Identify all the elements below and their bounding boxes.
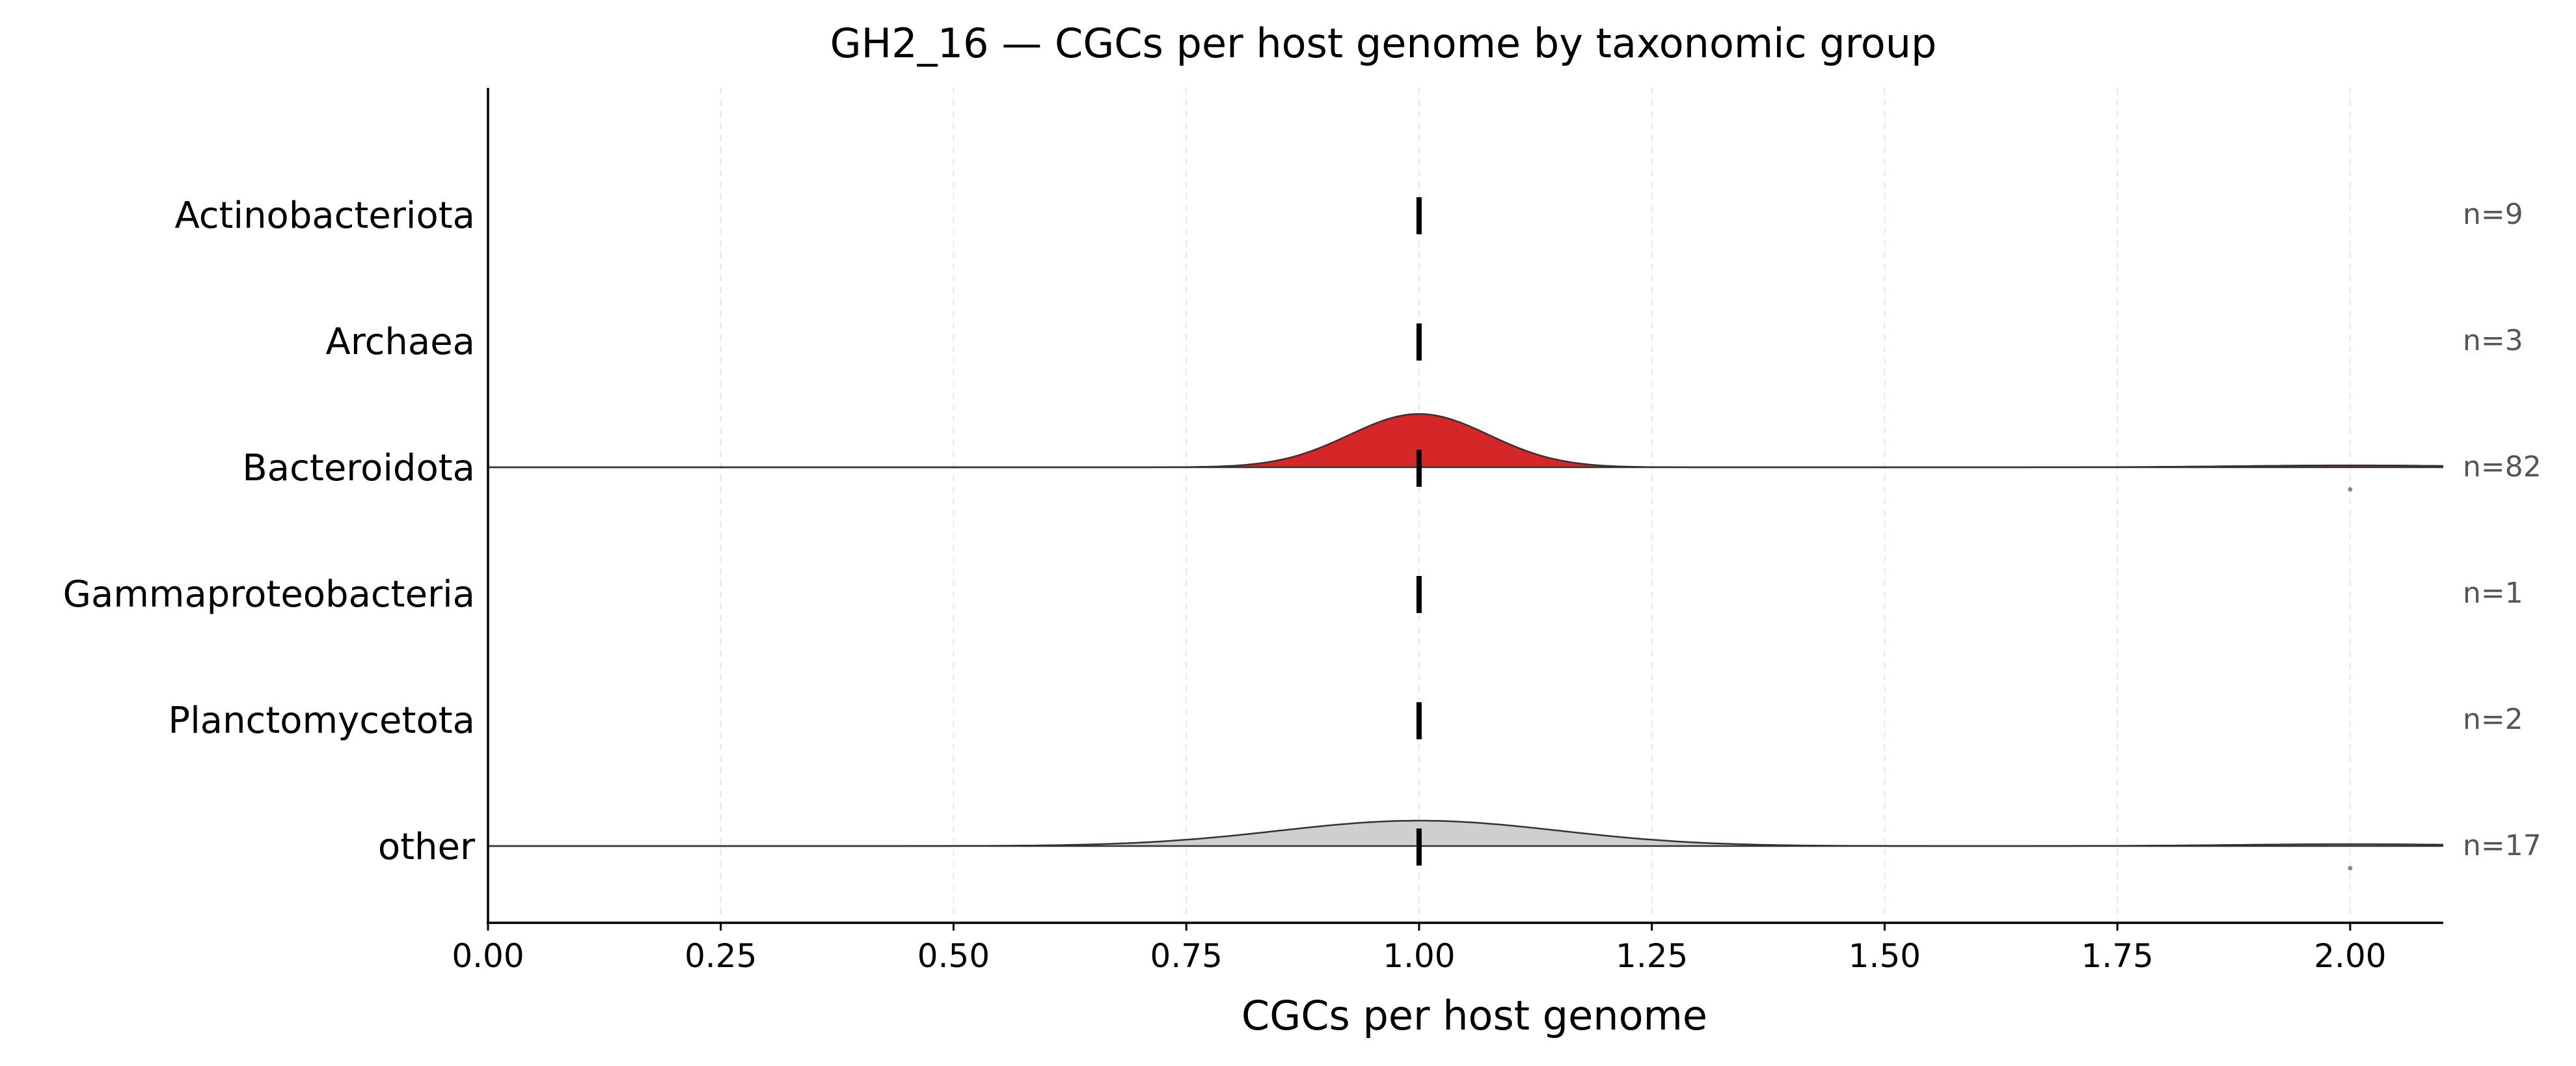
outlier-point — [2348, 487, 2353, 492]
y-tick-label: Bacteroidota — [242, 447, 475, 489]
x-tick-label: 0.75 — [1150, 937, 1223, 975]
n-count-label: n=3 — [2463, 324, 2523, 357]
chart-title: GH2_16 — CGCs per host genome by taxonom… — [830, 20, 1937, 67]
ridge-area — [488, 821, 2443, 846]
n-count-label: n=17 — [2463, 829, 2542, 862]
x-tick-label: 1.75 — [2081, 937, 2154, 975]
n-count-label: n=82 — [2463, 450, 2542, 484]
x-tick-label: 0.50 — [917, 937, 990, 975]
ridges — [488, 197, 2443, 871]
x-tick-label: 1.00 — [1383, 937, 1455, 975]
n-count-label: n=2 — [2463, 703, 2523, 736]
y-tick-label: Planctomycetota — [168, 700, 475, 742]
y-tick-labels: Actinobacteriota Archaea Bacteroidota Gamma… — [63, 195, 476, 868]
y-tick-label: Archaea — [326, 321, 475, 363]
x-axis-label: CGCs per host genome — [1241, 992, 1707, 1039]
n-count-label: n=1 — [2463, 577, 2523, 610]
y-tick-label: other — [378, 826, 476, 868]
x-tick-label: 1.25 — [1616, 937, 1688, 975]
x-tick-label: 0.25 — [685, 937, 757, 975]
y-tick-label: Actinobacteriota — [174, 195, 475, 237]
axes — [487, 88, 2443, 924]
x-tick-label: 1.50 — [1849, 937, 1921, 975]
x-tick-label: 0.00 — [452, 937, 524, 975]
n-count-label: n=9 — [2463, 198, 2523, 231]
outlier-point — [2348, 866, 2353, 871]
x-tick-label: 2.00 — [2314, 937, 2386, 975]
y-tick-label: Gammaproteobacteria — [63, 573, 475, 616]
x-ticks: 0.00 0.25 0.50 0.75 1.00 1.25 1.50 1.75 2.00 — [452, 923, 2387, 975]
ridge-area — [488, 414, 2443, 467]
n-labels: n=9 n=3 n=82 n=1 n=2 n=17 — [2463, 198, 2542, 862]
